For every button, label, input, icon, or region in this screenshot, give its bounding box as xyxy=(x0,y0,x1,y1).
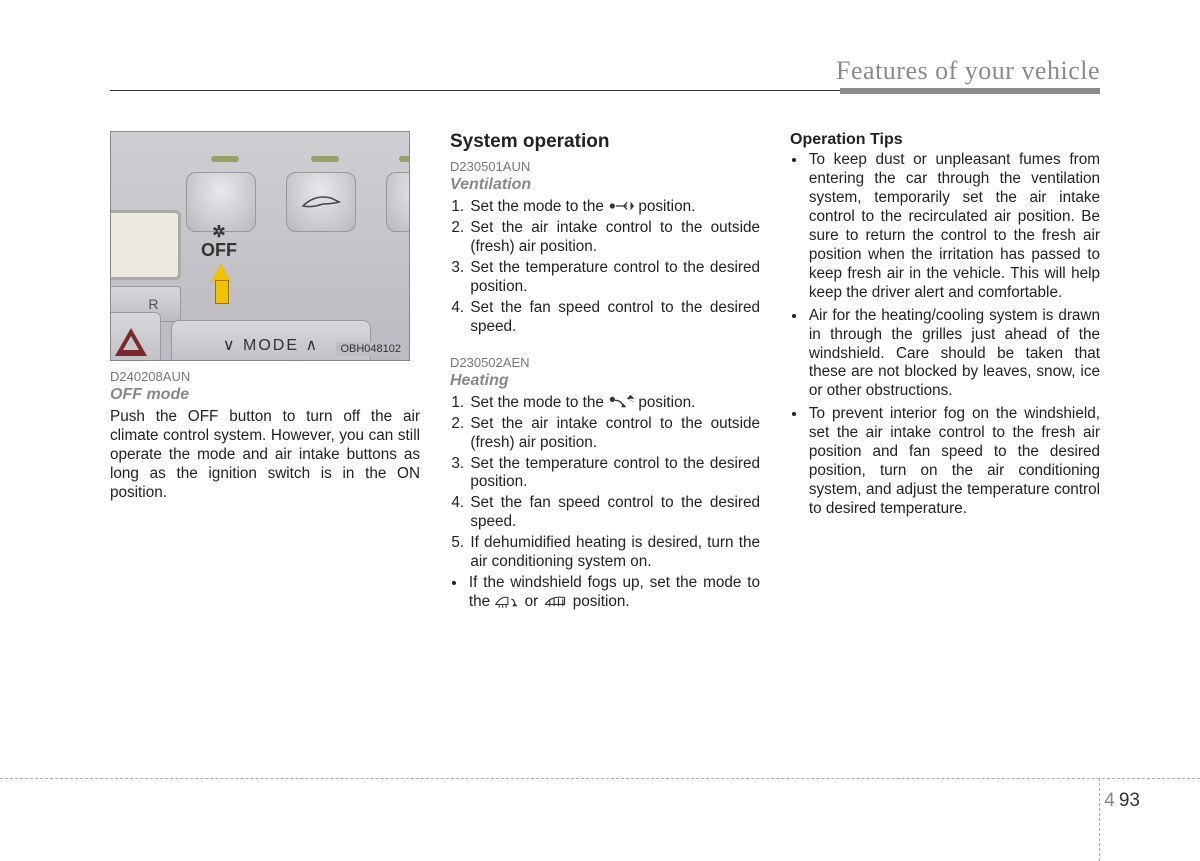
heating-steps: Set the mode to the position. Set the ai… xyxy=(450,394,760,573)
ventilation-steps: Set the mode to the position. Set the ai… xyxy=(450,198,760,337)
auto-button: Ⓐ xyxy=(386,172,410,232)
off-label: ✲ OFF xyxy=(201,222,237,259)
r-label: R xyxy=(148,296,158,312)
step: Set the mode to the position. xyxy=(468,394,760,413)
tip: Air for the heating/cooling system is dr… xyxy=(807,307,1100,402)
reference-code: D230502AEN xyxy=(450,355,760,370)
hazard-button xyxy=(110,312,161,361)
step: Set the fan speed control to the desired… xyxy=(468,299,760,337)
trim-line xyxy=(0,778,1200,779)
system-operation-heading: System operation xyxy=(450,131,760,153)
step: If dehumidified heating is desired, turn… xyxy=(468,534,760,572)
tip: To keep dust or unpleasant fumes from en… xyxy=(807,151,1100,303)
recirc-icon xyxy=(301,192,341,212)
reference-code: D240208AUN xyxy=(110,369,420,384)
note: If the windshield fogs up, set the mode … xyxy=(467,574,760,612)
heating-heading: Heating xyxy=(450,372,760,390)
column-2: System operation D230501AUN Ventilation … xyxy=(450,131,760,616)
floor-defrost-icon xyxy=(494,594,520,608)
fan-icon: ✲ xyxy=(212,224,225,241)
indicator-led xyxy=(211,156,239,162)
section-number: 4 xyxy=(1104,790,1115,811)
recirculate-button xyxy=(286,172,356,232)
column-3: Operation Tips To keep dust or unpleasan… xyxy=(790,131,1100,616)
figure-code: OBH048102 xyxy=(336,342,405,356)
step: Set the temperature control to the desir… xyxy=(468,455,760,493)
heating-note: If the windshield fogs up, set the mode … xyxy=(450,574,760,612)
operation-tips-heading: Operation Tips xyxy=(790,131,1100,149)
lcd-display xyxy=(110,210,181,280)
hazard-triangle-icon xyxy=(117,330,145,354)
page-number: 493 xyxy=(1104,790,1140,812)
step: Set the fan speed control to the desired… xyxy=(468,494,760,532)
face-vent-icon xyxy=(608,199,634,213)
step: Set the air intake control to the outsid… xyxy=(468,415,760,453)
column-1: Ⓐ ✲ OFF M R ∨ MODE ∧ OBH048102 D240208AU… xyxy=(110,131,420,616)
operation-tips-list: To keep dust or unpleasant fumes from en… xyxy=(790,151,1100,519)
off-mode-body: Push the OFF button to turn off the air … xyxy=(110,408,420,503)
step: Set the air intake control to the outsid… xyxy=(468,219,760,257)
tip: To prevent interior fog on the windshiel… xyxy=(807,405,1100,519)
ventilation-heading: Ventilation xyxy=(450,176,760,194)
reference-code: D230501AUN xyxy=(450,159,760,174)
step: Set the mode to the position. xyxy=(468,198,760,217)
indicator-led xyxy=(399,156,410,162)
page-header: Features of your vehicle xyxy=(110,56,1100,91)
header-rule xyxy=(110,90,1100,91)
defrost-icon xyxy=(542,594,568,608)
step: Set the temperature control to the desir… xyxy=(468,259,760,297)
page-num: 93 xyxy=(1119,790,1140,811)
indicator-led xyxy=(311,156,339,162)
pointer-arrow-icon xyxy=(211,264,231,282)
climate-control-figure: Ⓐ ✲ OFF M R ∨ MODE ∧ OBH048102 xyxy=(110,131,410,361)
off-mode-heading: OFF mode xyxy=(110,386,420,404)
header-title: Features of your vehicle xyxy=(110,56,1100,86)
floor-vent-icon xyxy=(608,395,634,409)
trim-line-vertical xyxy=(1099,778,1100,861)
